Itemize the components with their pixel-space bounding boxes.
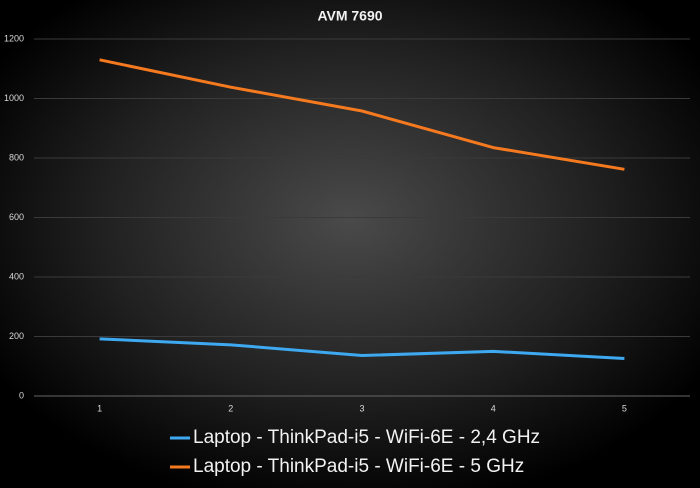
x-tick-label: 4 — [491, 403, 496, 413]
line-series — [99, 58, 625, 171]
x-tick-label: 1 — [97, 403, 102, 413]
x-tick-label: 2 — [228, 403, 233, 413]
y-tick-label: 800 — [9, 152, 24, 162]
y-tick-label: 200 — [9, 331, 24, 341]
y-tick-label: 400 — [9, 271, 24, 281]
x-tick-label: 5 — [622, 403, 627, 413]
y-tick-label: 0 — [19, 390, 24, 400]
chart-title: AVM 7690 — [317, 8, 382, 24]
legend-label: Laptop - ThinkPad-i5 - WiFi-6E - 5 GHz — [193, 456, 524, 477]
y-tick-label: 600 — [9, 212, 24, 222]
legend-label: Laptop - ThinkPad-i5 - WiFi-6E - 2,4 GHz — [193, 427, 540, 448]
line-series — [99, 337, 625, 361]
x-tick-label: 3 — [359, 403, 364, 413]
y-tick-label: 1200 — [4, 33, 24, 43]
y-tick-label: 1000 — [4, 93, 24, 103]
